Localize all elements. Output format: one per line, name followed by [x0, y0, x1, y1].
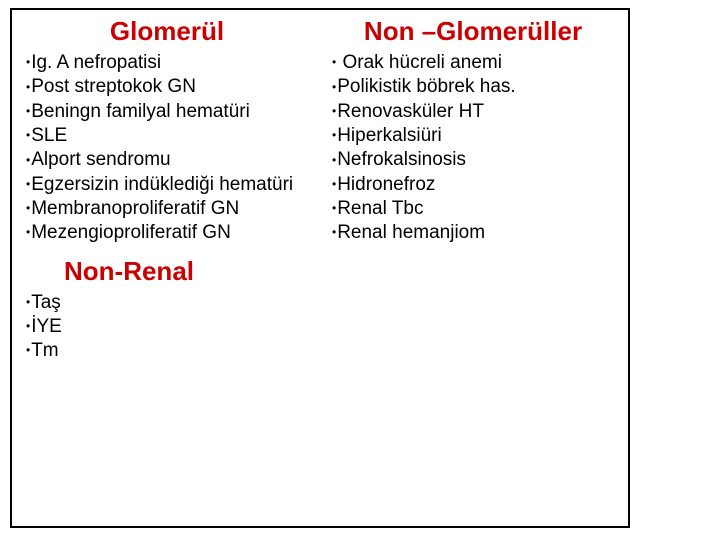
item-text: Orak hücreli anemi	[337, 52, 502, 73]
list-item: •İYE	[26, 315, 614, 339]
list-item: •Tm	[26, 339, 614, 363]
section-non-renal: Non-Renal •Taş •İYE •Tm	[26, 256, 614, 364]
item-text: Hidronefroz	[337, 174, 435, 195]
list-item: •Renal hemanjiom	[332, 221, 614, 245]
item-text: Membranoproliferatif GN	[31, 198, 239, 219]
list-item: •Polikistik böbrek has.	[332, 75, 614, 99]
list-item: •Membranoproliferatif GN	[26, 197, 308, 221]
item-text: Nefrokalsinosis	[337, 149, 466, 170]
item-text: Mezengioproliferatif GN	[31, 222, 231, 243]
item-text: Egzersizin indüklediği hematüri	[31, 174, 293, 195]
item-text: Hiperkalsiüri	[337, 125, 442, 146]
list-item: •Ig. A nefropatisi	[26, 51, 308, 75]
item-text: Renal hemanjiom	[337, 222, 485, 243]
item-text: Alport sendromu	[31, 149, 170, 170]
column-glomerul: Glomerül •Ig. A nefropatisi •Post strept…	[26, 16, 308, 246]
list-item: •Nefrokalsinosis	[332, 148, 614, 172]
heading-non-glomerul: Non –Glomerüller	[332, 16, 614, 47]
item-text: Taş	[31, 292, 61, 313]
list-item: •Mezengioproliferatif GN	[26, 221, 308, 245]
item-text: Renovasküler HT	[337, 101, 484, 122]
item-text: İYE	[31, 316, 62, 337]
list-item: •Taş	[26, 291, 614, 315]
heading-glomerul: Glomerül	[26, 16, 308, 47]
list-item: •Hiperkalsiüri	[332, 124, 614, 148]
list-item: •Alport sendromu	[26, 148, 308, 172]
list-item: •SLE	[26, 124, 308, 148]
list-item: •Egzersizin indüklediği hematüri	[26, 173, 308, 197]
item-text: Post streptokok GN	[31, 76, 196, 97]
list-item: • Orak hücreli anemi	[332, 51, 614, 75]
item-text: Ig. A nefropatisi	[31, 52, 161, 73]
two-columns: Glomerül •Ig. A nefropatisi •Post strept…	[26, 16, 614, 246]
item-text: Polikistik böbrek has.	[337, 76, 515, 97]
item-text: Beningn familyal hematüri	[31, 101, 250, 122]
slide-frame: Glomerül •Ig. A nefropatisi •Post strept…	[10, 8, 630, 528]
item-text: Tm	[31, 340, 58, 361]
list-item: •Hidronefroz	[332, 173, 614, 197]
item-text: Renal Tbc	[337, 198, 423, 219]
list-item: •Renovasküler HT	[332, 100, 614, 124]
column-non-glomerul: Non –Glomerüller • Orak hücreli anemi •P…	[332, 16, 614, 246]
item-text: SLE	[31, 125, 67, 146]
list-item: •Beningn familyal hematüri	[26, 100, 308, 124]
heading-non-renal: Non-Renal	[26, 256, 614, 287]
list-item: •Post streptokok GN	[26, 75, 308, 99]
list-item: •Renal Tbc	[332, 197, 614, 221]
